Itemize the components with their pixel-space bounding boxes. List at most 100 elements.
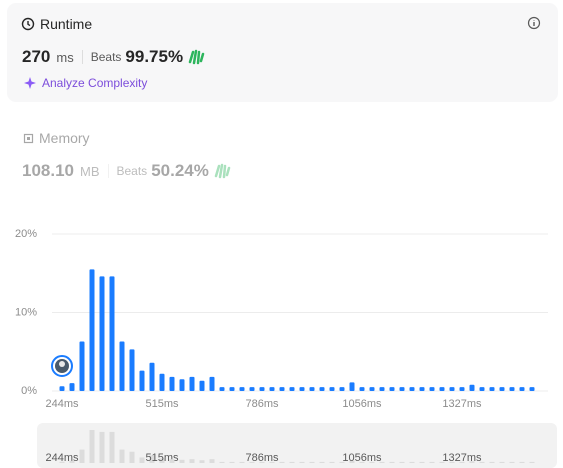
x-tick-label: 244ms [45,398,79,410]
brush-bar [89,430,95,463]
bar [489,387,495,391]
beats-value: 99.75% [125,47,184,66]
brush-bar [279,461,285,463]
beats-value: 50.24% [151,161,209,180]
bar [469,384,475,391]
runtime-unit: ms [56,49,74,65]
memory-stats: 108.10 MB Beats 50.24% [22,161,231,181]
bar [499,387,505,391]
brush-bar [119,449,125,463]
avatar-part [59,361,65,367]
brush-bar [109,431,115,463]
bar [209,376,215,391]
brush-bar [399,461,405,463]
bar [259,387,265,391]
bar [379,387,385,391]
brush-bar [159,458,165,463]
bar [169,376,175,391]
bar [109,276,115,391]
brush-bar [249,461,255,463]
y-tick-label: 20% [15,228,37,240]
brush-tick-label: 1056ms [342,452,382,464]
bar [429,387,435,391]
brush-bar [69,460,75,463]
bar [349,382,355,391]
brush-bar [459,461,465,463]
brush-bar [209,459,215,463]
bar [459,387,465,391]
beats-label: Beats [116,164,148,178]
brush-bar [349,460,355,463]
bar [389,387,395,391]
bar [419,387,425,391]
analyze-link[interactable]: Analyze Complexity [23,76,147,90]
runtime-title: Runtime [40,16,93,32]
runtime-stats: 270 ms Beats 99.75% [22,47,205,67]
bar [309,387,315,391]
brush-bar [199,460,205,463]
memory-title: Memory [39,130,90,146]
separator [107,164,109,178]
bar [179,379,185,391]
separator [81,50,83,64]
runtime-card: Runtime 270 ms Beats 99.75% Analyze Comp… [7,3,558,102]
beats-label: Beats [90,50,122,64]
bar [449,387,455,391]
brush-bar [379,461,385,463]
memory-header: Memory [22,130,90,146]
brush-tick-label: 786ms [245,452,279,464]
bar [289,387,295,391]
brush-bar [369,461,375,463]
brush-bar [259,461,265,463]
bar [99,276,105,391]
x-tick-label: 515ms [145,398,179,410]
user-avatar [51,355,73,377]
brush-bar [429,461,435,463]
brush-bar [129,451,135,463]
brush-bar [219,461,225,463]
bar [159,373,165,391]
x-tick-label: 1327ms [442,398,482,410]
bar [339,387,345,391]
bar [409,387,415,391]
brush-bar [469,461,475,463]
bar [399,387,405,391]
brush-tick-label: 1327ms [442,452,482,464]
bar [89,269,95,391]
bar [129,349,135,391]
brush-bar [189,459,195,463]
bar [219,387,225,391]
range-brush[interactable] [37,423,557,468]
y-tick-label: 10% [15,306,37,318]
brush-bar [509,461,515,463]
brush-bar [499,461,505,463]
bar [299,387,305,391]
bar [279,387,285,391]
brush-bar [269,461,275,463]
bar [79,341,85,391]
brush-bar [359,461,365,463]
bar [519,387,525,391]
brush-bar [339,461,345,463]
bar [439,387,445,391]
bar [229,387,235,391]
info-icon[interactable] [527,16,541,30]
chip-icon [23,133,34,143]
clap-icon [188,49,205,65]
bar [199,380,205,391]
bar [239,387,245,391]
bar [529,387,535,391]
x-tick-label: 1056ms [342,398,382,410]
bar [249,387,255,391]
brush-bar [179,459,185,463]
brush-bar [309,461,315,463]
bar [149,362,155,391]
brush-bar [169,459,175,463]
clock-icon [21,17,35,31]
brush-bar [239,461,245,463]
clap-icon [214,163,231,179]
memory-unit: MB [80,163,100,179]
brush-bar [79,449,85,463]
brush-bar [229,461,235,463]
analyze-text[interactable]: Analyze Complexity [42,76,148,90]
